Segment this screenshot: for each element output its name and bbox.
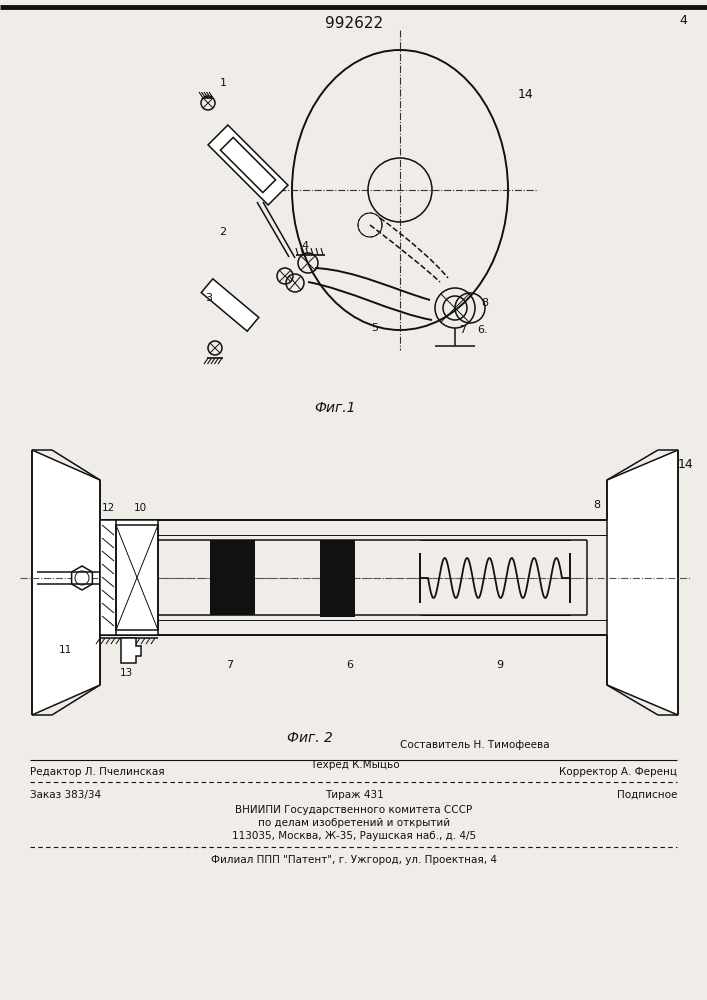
Text: 4: 4 [679,13,687,26]
Bar [320,540,355,617]
Text: Корректор А. Ференц: Корректор А. Ференц [559,767,677,777]
Text: Составитель Н. Тимофеева: Составитель Н. Тимофеева [400,740,549,750]
Text: 14: 14 [518,89,534,102]
Text: 11: 11 [59,645,71,655]
Text: 14: 14 [678,458,694,472]
Polygon shape [201,279,259,331]
Text: 13: 13 [119,668,133,678]
Text: Редактор Л. Пчелинская: Редактор Л. Пчелинская [30,767,165,777]
Text: 12: 12 [101,503,115,513]
Bar [100,520,607,635]
Polygon shape [607,450,678,715]
Text: 5: 5 [371,323,378,333]
Text: Подписное: Подписное [617,790,677,800]
Text: Филиал ППП "Патент", г. Ужгород, ул. Проектная, 4: Филиал ППП "Патент", г. Ужгород, ул. Про… [211,855,497,865]
Text: Фиг. 2: Фиг. 2 [287,731,333,745]
Text: ВНИИПИ Государственного комитета СССР: ВНИИПИ Государственного комитета СССР [235,805,472,815]
Polygon shape [71,566,93,590]
Bar [100,520,158,635]
Text: 8: 8 [481,298,489,308]
Polygon shape [208,125,288,205]
Text: 7: 7 [226,660,233,670]
Text: 4: 4 [301,241,308,251]
Bar [210,540,255,615]
Polygon shape [32,450,100,715]
Polygon shape [221,137,276,193]
Bar [116,525,158,630]
Text: 3: 3 [206,293,213,303]
Text: 992622: 992622 [325,15,383,30]
Bar [100,520,116,635]
Text: 113035, Москва, Ж-35, Раушская наб., д. 4/5: 113035, Москва, Ж-35, Раушская наб., д. … [232,831,476,841]
Polygon shape [121,638,141,663]
Text: 6.: 6. [478,325,489,335]
Text: Заказ 383/34: Заказ 383/34 [30,790,101,800]
Text: 2: 2 [219,227,226,237]
Bar [100,520,116,635]
Text: 9: 9 [496,660,503,670]
Text: Фиг.1: Фиг.1 [314,401,356,415]
Text: Техред К.Мыцьо: Техред К.Мыцьо [310,760,399,770]
Text: 7: 7 [460,325,467,335]
Text: 8: 8 [593,500,600,510]
Bar [100,520,158,635]
Text: 10: 10 [134,503,146,513]
Text: по делам изобретений и открытий: по делам изобретений и открытий [258,818,450,828]
Text: 6: 6 [346,660,354,670]
Text: 1: 1 [219,78,226,88]
Text: Тираж 431: Тираж 431 [325,790,383,800]
